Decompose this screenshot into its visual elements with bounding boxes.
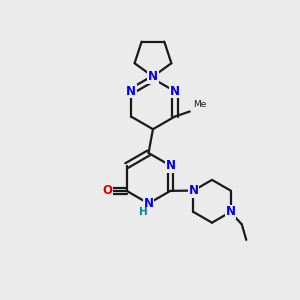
Text: N: N [170,85,180,98]
Text: N: N [143,197,154,210]
Text: N: N [165,159,176,172]
Text: O: O [103,184,112,197]
Text: H: H [139,207,148,217]
Text: N: N [188,184,199,197]
Text: N: N [226,206,236,218]
Text: N: N [126,85,136,98]
Text: Me: Me [193,100,206,109]
Text: N: N [148,70,158,83]
